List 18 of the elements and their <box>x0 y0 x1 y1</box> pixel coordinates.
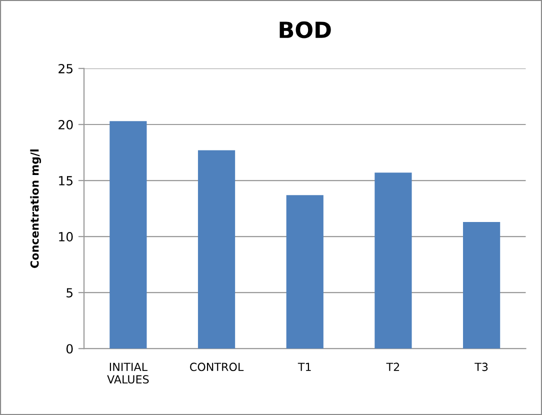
x-tick-label: CONTROL <box>190 362 244 372</box>
y-axis-title: Concentration mg/l <box>30 149 42 268</box>
x-tick-label: INITIAL VALUES <box>107 362 149 384</box>
y-tick-label: 20 <box>58 120 73 130</box>
bar <box>463 222 500 349</box>
chart-title: BOD <box>280 21 331 38</box>
y-tick-label: 0 <box>66 344 73 354</box>
x-tick-label: T1 <box>298 362 311 371</box>
bar <box>198 150 236 349</box>
bar <box>110 121 147 349</box>
bar <box>286 195 324 349</box>
x-tick-label: T2 <box>386 362 400 371</box>
y-tick-label: 25 <box>58 64 72 74</box>
y-tick-label: 15 <box>59 176 72 186</box>
y-tick-label: 5 <box>66 288 72 298</box>
x-tick-label: T3 <box>474 362 488 372</box>
bar <box>374 172 412 349</box>
y-tick-label: 10 <box>59 232 73 242</box>
